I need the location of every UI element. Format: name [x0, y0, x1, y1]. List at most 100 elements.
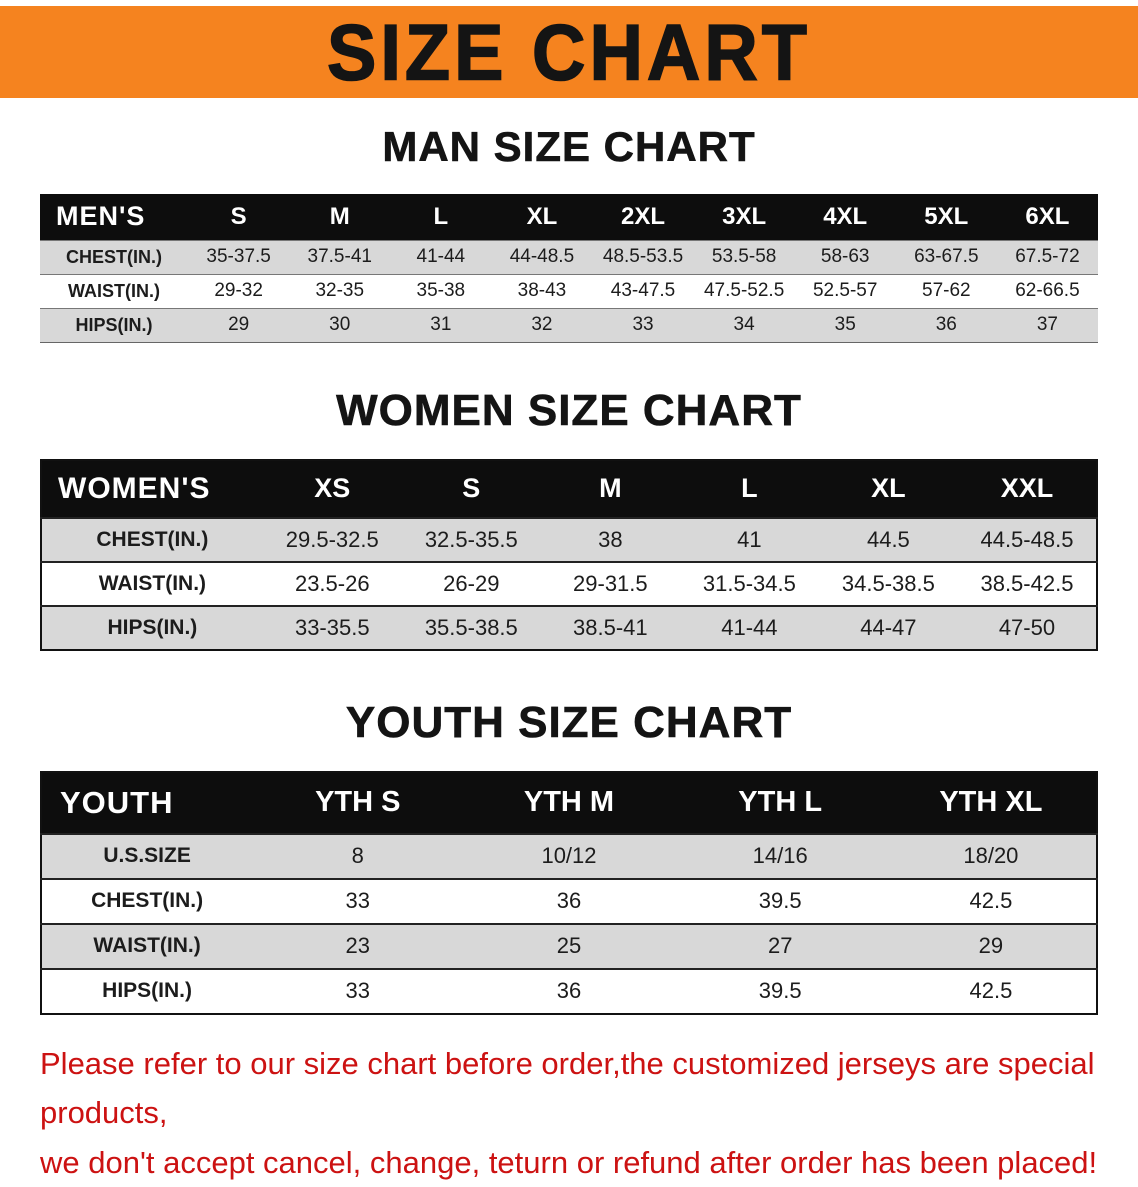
table-corner-label: WOMEN'S [41, 460, 263, 518]
table-cell: 29 [886, 924, 1097, 969]
column-header: 2XL [592, 194, 693, 240]
table-cell: 35.5-38.5 [402, 606, 541, 650]
row-label: WAIST(IN.) [40, 274, 188, 308]
women-section-heading: WOMEN SIZE CHART [0, 389, 1138, 433]
table-cell: 29-32 [188, 274, 289, 308]
table-cell: 38-43 [491, 274, 592, 308]
table-cell: 44-47 [819, 606, 958, 650]
row-label: CHEST(IN.) [41, 518, 263, 562]
table-cell: 31.5-34.5 [680, 562, 819, 606]
table-cell: 43-47.5 [592, 274, 693, 308]
column-header: XL [819, 460, 958, 518]
table-cell: 23.5-26 [263, 562, 402, 606]
row-label: CHEST(IN.) [41, 879, 252, 924]
table-cell: 32 [491, 308, 592, 342]
table-cell: 44.5-48.5 [958, 518, 1097, 562]
column-header: XS [263, 460, 402, 518]
table-cell: 29-31.5 [541, 562, 680, 606]
row-label: CHEST(IN.) [40, 240, 188, 274]
men-section-heading: MAN SIZE CHART [0, 126, 1138, 168]
table-cell: 47.5-52.5 [694, 274, 795, 308]
column-header: XXL [958, 460, 1097, 518]
column-header: YTH XL [886, 772, 1097, 834]
table-cell: 36 [896, 308, 997, 342]
table-cell: 39.5 [675, 879, 886, 924]
column-header: YTH L [675, 772, 886, 834]
table-cell: 23 [252, 924, 463, 969]
column-header: M [541, 460, 680, 518]
disclaimer-text: Please refer to our size chart before or… [40, 1039, 1100, 1187]
table-cell: 33 [592, 308, 693, 342]
table-cell: 32.5-35.5 [402, 518, 541, 562]
youth-section-heading: YOUTH SIZE CHART [0, 701, 1138, 745]
table-cell: 62-66.5 [997, 274, 1098, 308]
table-cell: 53.5-58 [694, 240, 795, 274]
row-label: HIPS(IN.) [40, 308, 188, 342]
column-header: S [402, 460, 541, 518]
row-label: U.S.SIZE [41, 834, 252, 879]
column-header: XL [491, 194, 592, 240]
table-cell: 38 [541, 518, 680, 562]
disclaimer-line-2: we don't accept cancel, change, teturn o… [40, 1138, 1100, 1187]
table-cell: 42.5 [886, 969, 1097, 1014]
table-cell: 29.5-32.5 [263, 518, 402, 562]
table-cell: 38.5-41 [541, 606, 680, 650]
column-header: YTH M [463, 772, 674, 834]
table-cell: 36 [463, 969, 674, 1014]
column-header: 4XL [795, 194, 896, 240]
row-label: WAIST(IN.) [41, 562, 263, 606]
row-label: WAIST(IN.) [41, 924, 252, 969]
table-cell: 8 [252, 834, 463, 879]
table-cell: 33 [252, 879, 463, 924]
table-cell: 52.5-57 [795, 274, 896, 308]
table-cell: 25 [463, 924, 674, 969]
table-cell: 44-48.5 [491, 240, 592, 274]
column-header: S [188, 194, 289, 240]
column-header: L [680, 460, 819, 518]
table-cell: 41-44 [680, 606, 819, 650]
table-cell: 30 [289, 308, 390, 342]
table-cell: 35-38 [390, 274, 491, 308]
row-label: HIPS(IN.) [41, 606, 263, 650]
table-cell: 31 [390, 308, 491, 342]
table-cell: 34 [694, 308, 795, 342]
column-header: 3XL [694, 194, 795, 240]
column-header: M [289, 194, 390, 240]
table-cell: 63-67.5 [896, 240, 997, 274]
table-cell: 57-62 [896, 274, 997, 308]
table-cell: 41 [680, 518, 819, 562]
table-cell: 67.5-72 [997, 240, 1098, 274]
table-cell: 48.5-53.5 [592, 240, 693, 274]
table-cell: 37 [997, 308, 1098, 342]
table-cell: 32-35 [289, 274, 390, 308]
table-cell: 34.5-38.5 [819, 562, 958, 606]
table-cell: 58-63 [795, 240, 896, 274]
table-cell: 29 [188, 308, 289, 342]
table-cell: 41-44 [390, 240, 491, 274]
column-header: L [390, 194, 491, 240]
table-cell: 36 [463, 879, 674, 924]
table-cell: 35 [795, 308, 896, 342]
table-cell: 33-35.5 [263, 606, 402, 650]
table-cell: 35-37.5 [188, 240, 289, 274]
table-cell: 44.5 [819, 518, 958, 562]
table-cell: 39.5 [675, 969, 886, 1014]
table-cell: 37.5-41 [289, 240, 390, 274]
column-header: YTH S [252, 772, 463, 834]
column-header: 6XL [997, 194, 1098, 240]
table-cell: 14/16 [675, 834, 886, 879]
